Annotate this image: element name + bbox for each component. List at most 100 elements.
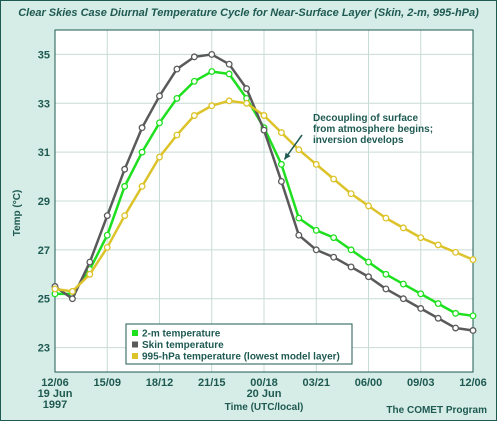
data-point	[417, 290, 425, 298]
x-tick-label-line: 12/06	[41, 377, 69, 389]
data-point	[347, 246, 355, 254]
data-point	[243, 99, 251, 107]
data-point	[399, 280, 407, 288]
x-tick-label: 12/06 19 Jun 1997	[38, 377, 73, 411]
data-point	[295, 146, 303, 154]
data-point	[173, 65, 181, 73]
data-point	[138, 148, 146, 156]
data-point	[452, 324, 460, 332]
data-point	[452, 248, 460, 256]
x-tick-label: 15/09	[93, 377, 121, 389]
x-tick-label: 06/00	[355, 377, 383, 389]
legend-label: 995-hPa temperature (lowest model layer)	[142, 352, 340, 363]
data-point	[156, 119, 163, 127]
series-group	[51, 50, 477, 334]
x-tick-label-line: 19 Jun	[38, 388, 73, 400]
data-point	[156, 153, 163, 161]
data-point	[121, 165, 129, 173]
data-point	[190, 53, 198, 61]
data-point	[208, 102, 216, 110]
data-point	[330, 253, 338, 261]
y-tick-label: 29	[38, 196, 50, 208]
x-tick-label: 12/06	[459, 377, 487, 389]
x-tick-label-line: 21/15	[198, 377, 226, 389]
data-point	[382, 285, 390, 293]
data-point	[260, 126, 268, 134]
x-tick-label: 21/15	[198, 377, 226, 389]
data-point	[365, 202, 372, 210]
legend-swatch	[132, 341, 138, 348]
data-point	[103, 243, 111, 251]
data-point	[295, 231, 303, 239]
x-tick-labels: 12/06 19 Jun 1997 15/09 18/12 21/15 00/18 20 Ju…	[38, 377, 487, 411]
data-point	[399, 295, 407, 303]
data-point	[51, 285, 59, 293]
data-point	[469, 256, 477, 264]
data-point	[382, 214, 390, 222]
data-point	[312, 246, 320, 254]
y-tick-label: 35	[38, 49, 50, 61]
data-point	[138, 182, 146, 190]
y-tick-labels: 23 25 27 29 31 33 35	[38, 49, 50, 354]
x-axis-label: Time (UTC/local)	[225, 402, 304, 413]
data-point	[208, 68, 216, 75]
grid	[54, 30, 474, 372]
x-tick-label-line: 20 Jun	[247, 388, 282, 400]
legend-swatch	[132, 353, 138, 359]
data-point	[138, 124, 146, 132]
x-tick-label: 03/21	[302, 377, 330, 389]
data-point	[469, 312, 477, 320]
data-point	[86, 270, 94, 278]
legend-box	[125, 323, 353, 365]
annotation-arrowhead	[284, 152, 291, 160]
x-tick-label-line: 15/09	[93, 377, 121, 389]
y-tick-label: 27	[38, 245, 50, 257]
legend-label: 2-m temperature	[142, 329, 221, 340]
data-point	[347, 190, 355, 198]
data-point	[330, 175, 338, 183]
y-axis-label: Temp (°C)	[12, 190, 23, 237]
data-point	[103, 212, 111, 220]
data-point	[225, 97, 233, 105]
data-point	[434, 300, 442, 308]
data-point	[417, 305, 425, 312]
x-tick-label-line: 03/21	[302, 377, 330, 389]
x-tick-label: 00/18 20 Jun	[247, 377, 282, 400]
annotation: Decoupling of surface from atmosphere beg…	[283, 113, 433, 160]
data-point	[295, 214, 303, 222]
data-point	[225, 60, 233, 68]
data-point	[347, 263, 355, 271]
data-point	[434, 241, 442, 249]
credit-text: The COMET Program	[386, 405, 487, 416]
data-point	[277, 129, 285, 137]
annotation-line: inversion develops	[313, 135, 404, 146]
y-tick-label: 25	[38, 294, 50, 306]
plot-area	[54, 29, 474, 373]
data-point	[312, 226, 320, 234]
x-tick-label: 09/03	[407, 377, 435, 389]
data-point	[173, 94, 181, 102]
x-tick-label-line: 18/12	[146, 377, 174, 389]
x-tick-label: 18/12	[146, 377, 174, 389]
data-point	[68, 295, 76, 303]
data-point	[190, 77, 198, 85]
legend-swatch	[132, 330, 138, 336]
data-point	[382, 270, 390, 278]
data-point	[399, 224, 407, 232]
data-point	[173, 131, 181, 139]
data-point	[103, 231, 111, 239]
chart-title: Clear Skies Case Diurnal Temperature Cyc…	[18, 7, 479, 19]
data-point	[190, 112, 198, 119]
data-point	[156, 92, 163, 100]
x-tick-label-line: 00/18	[250, 377, 278, 389]
data-point	[469, 327, 477, 334]
x-tick-label-line: 12/06	[459, 377, 487, 389]
data-point	[452, 309, 460, 317]
data-point	[225, 70, 233, 78]
annotation-line: from atmosphere begins;	[313, 124, 433, 135]
y-tick-label: 31	[38, 147, 50, 159]
data-point	[330, 234, 338, 242]
data-point	[243, 85, 251, 93]
data-point	[121, 182, 129, 190]
